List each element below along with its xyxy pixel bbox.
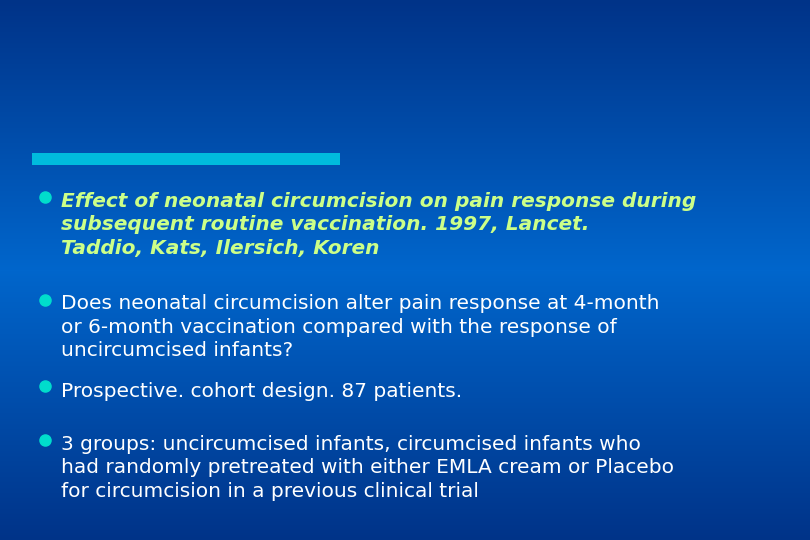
- Text: Does neonatal circumcision alter pain response at 4-month
or 6-month vaccination: Does neonatal circumcision alter pain re…: [61, 294, 659, 360]
- Text: 3 groups: uncircumcised infants, circumcised infants who
had randomly pretreated: 3 groups: uncircumcised infants, circumc…: [61, 435, 674, 501]
- Text: Effect of neonatal circumcision on pain response during
subsequent routine vacci: Effect of neonatal circumcision on pain …: [61, 192, 696, 258]
- Bar: [32, 153, 340, 165]
- Text: Prospective. cohort design. 87 patients.: Prospective. cohort design. 87 patients.: [61, 382, 462, 401]
